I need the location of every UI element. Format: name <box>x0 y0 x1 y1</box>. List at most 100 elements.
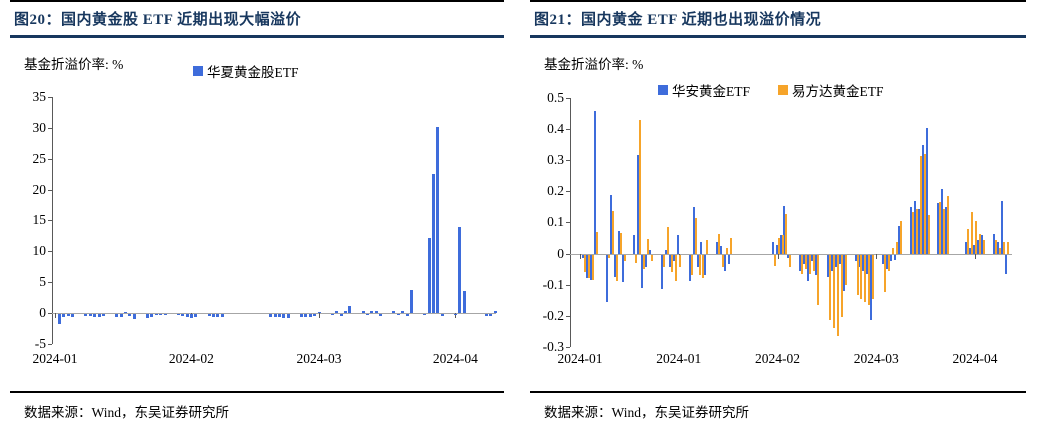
bar <box>128 314 132 316</box>
bar <box>277 314 281 317</box>
bar <box>730 237 733 254</box>
bar <box>335 311 339 313</box>
legend-label: 华安黄金ETF <box>672 84 751 99</box>
bar <box>269 314 273 317</box>
bar <box>921 144 924 254</box>
bar <box>704 254 707 275</box>
bar <box>660 254 663 289</box>
y-axis-unit-label: 基金折溢价率: % <box>544 57 644 72</box>
bar <box>330 314 334 315</box>
y-axis-tick-label: 0.4 <box>547 121 564 137</box>
bar <box>911 211 914 254</box>
bar <box>726 247 729 254</box>
bar <box>973 244 975 254</box>
bar <box>216 314 220 317</box>
y-axis-tick-label: 0 <box>557 245 564 261</box>
bar <box>365 314 369 315</box>
bar <box>783 205 786 254</box>
bar <box>317 312 321 313</box>
bar <box>84 314 88 316</box>
bar <box>1000 200 1003 254</box>
bar <box>982 239 985 254</box>
x-axis-tick-label: 2024-02 <box>168 351 214 366</box>
bar <box>666 226 669 254</box>
bar <box>787 254 790 258</box>
x-axis-tick <box>580 253 581 259</box>
bar <box>462 291 466 313</box>
bar <box>641 254 644 288</box>
bar <box>621 254 624 282</box>
bar <box>913 200 916 254</box>
bar <box>937 202 940 254</box>
bar <box>969 247 972 254</box>
bar <box>803 254 806 264</box>
bar <box>458 227 462 313</box>
x-axis-tick-label: 2024-03 <box>296 351 342 366</box>
y-axis-tick <box>48 343 52 345</box>
bar <box>923 153 926 254</box>
bar <box>1002 241 1005 254</box>
plot-area: 0.5 0.4 0.3 0.2 0.1 0 -0.1 -0.2 -0.3 2024-01 2024-… <box>530 0 1028 432</box>
y-axis-tick <box>566 129 570 131</box>
bar <box>101 314 105 316</box>
y-axis-tick <box>48 282 52 284</box>
bar <box>868 254 871 305</box>
bar <box>185 314 189 317</box>
bar <box>807 254 810 281</box>
bar <box>308 314 312 317</box>
bar <box>423 314 427 315</box>
bar <box>637 154 640 254</box>
bar <box>890 254 893 261</box>
bar <box>97 314 101 317</box>
y-axis-tick-label: 0.2 <box>547 183 564 199</box>
bar <box>617 230 620 254</box>
legend: 华安黄金ETF 易方达黄金ETF <box>658 80 884 100</box>
bar <box>493 311 497 313</box>
bar <box>613 254 616 277</box>
bar <box>589 254 592 280</box>
bar <box>211 314 215 317</box>
bar <box>591 254 594 280</box>
bar <box>662 254 665 267</box>
y-axis-unit-label: 基金折溢价率: % <box>24 57 124 72</box>
plot-area: 35 30 25 20 15 10 5 0 -5 2024-01 2024-02 2024-03 202… <box>10 0 506 432</box>
chart-panel-gold-etf: 图21：国内黄金 ETF 近期也出现溢价情况 基金折溢价率: % 华安黄金ETF… <box>530 0 1028 432</box>
y-axis-tick-label: 25 <box>32 150 47 166</box>
bar <box>826 254 829 277</box>
bar <box>722 254 725 267</box>
bar <box>858 254 861 267</box>
bar <box>607 254 610 258</box>
bar <box>834 254 837 267</box>
legend-label: 易方达黄金ETF <box>792 84 884 99</box>
bar <box>992 233 995 254</box>
bar <box>194 314 198 317</box>
bar <box>585 254 588 278</box>
bar <box>119 314 123 317</box>
bar <box>979 233 981 254</box>
bar <box>896 241 898 254</box>
x-axis-tick-label: 2024-04 <box>952 351 998 366</box>
x-axis-tick-label: 2024-01 <box>656 351 702 366</box>
bar <box>799 254 802 271</box>
legend-item: 易方达黄金ETF <box>778 80 884 100</box>
y-axis-tick-label: 5 <box>39 274 46 290</box>
y-axis-line <box>570 98 571 347</box>
bar <box>1006 241 1009 254</box>
y-axis-tick <box>566 222 570 224</box>
bar <box>785 213 788 254</box>
bar <box>401 311 405 313</box>
bar <box>862 254 865 271</box>
bar <box>405 314 409 316</box>
bar <box>392 311 396 313</box>
bar <box>273 314 277 317</box>
x-axis-tick <box>876 253 878 259</box>
bar <box>609 194 612 254</box>
y-axis-tick <box>48 127 52 129</box>
bar <box>980 234 983 254</box>
zero-line <box>570 253 1012 255</box>
bar <box>688 254 691 281</box>
bar <box>1004 254 1007 274</box>
y-axis-tick-label: 10 <box>32 243 47 259</box>
legend-item: 华夏黄金股ETF <box>193 61 299 81</box>
y-axis-tick-label: 20 <box>32 181 47 197</box>
